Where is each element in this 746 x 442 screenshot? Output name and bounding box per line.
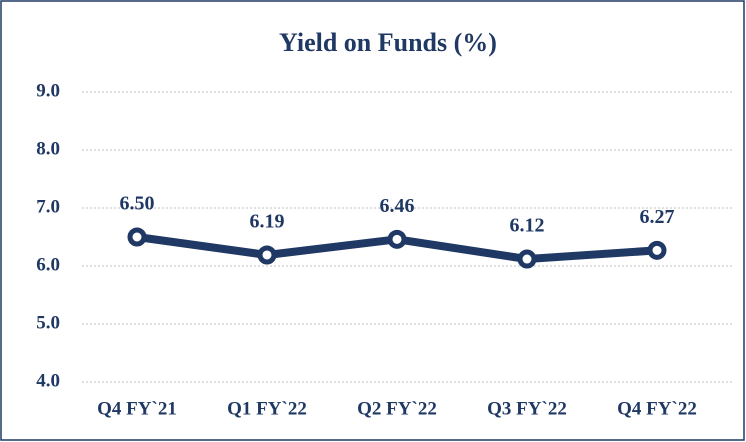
- data-label: 6.19: [250, 211, 285, 233]
- data-point: [647, 240, 667, 260]
- data-point: [517, 249, 537, 269]
- x-tick-label: Q4 FY`21: [97, 398, 177, 419]
- data-label: 6.12: [510, 215, 545, 237]
- y-tick-label: 9.0: [36, 80, 60, 101]
- data-label: 6.27: [640, 206, 675, 228]
- x-tick-label: Q3 FY`22: [487, 398, 567, 419]
- y-tick-label: 4.0: [36, 370, 60, 391]
- y-tick-label: 7.0: [36, 196, 60, 217]
- data-point: [127, 227, 147, 247]
- data-point: [257, 245, 277, 265]
- y-tick-label: 8.0: [36, 138, 60, 159]
- chart-title: Yield on Funds (%): [279, 28, 497, 57]
- data-point: [387, 229, 407, 249]
- y-tick-label: 6.0: [36, 254, 60, 275]
- data-label: 6.46: [380, 195, 415, 217]
- y-tick-label: 5.0: [36, 312, 60, 333]
- x-tick-label: Q4 FY`22: [617, 398, 697, 419]
- data-label: 6.50: [120, 193, 155, 215]
- x-tick-label: Q1 FY`22: [227, 398, 307, 419]
- x-tick-label: Q2 FY`22: [357, 398, 437, 419]
